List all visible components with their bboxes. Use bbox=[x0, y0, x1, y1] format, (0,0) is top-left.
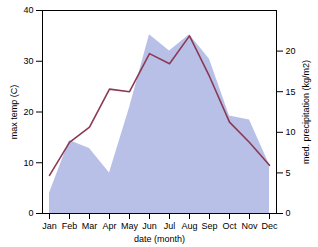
svg-text:10: 10 bbox=[23, 158, 33, 168]
svg-text:Dec: Dec bbox=[261, 221, 278, 231]
svg-text:40: 40 bbox=[23, 5, 33, 15]
svg-text:20: 20 bbox=[286, 46, 296, 56]
svg-text:10: 10 bbox=[286, 127, 296, 137]
svg-text:Jun: Jun bbox=[142, 221, 157, 231]
svg-text:Nov: Nov bbox=[241, 221, 258, 231]
svg-text:Jul: Jul bbox=[164, 221, 176, 231]
svg-text:Apr: Apr bbox=[102, 221, 116, 231]
svg-text:30: 30 bbox=[23, 56, 33, 66]
svg-text:date (month): date (month) bbox=[134, 234, 185, 244]
svg-text:Aug: Aug bbox=[181, 221, 197, 231]
svg-text:Oct: Oct bbox=[222, 221, 237, 231]
svg-text:Jan: Jan bbox=[42, 221, 57, 231]
svg-text:max temp (C): max temp (C) bbox=[9, 85, 19, 140]
svg-text:Sep: Sep bbox=[201, 221, 217, 231]
svg-text:May: May bbox=[121, 221, 139, 231]
svg-text:0: 0 bbox=[286, 208, 291, 218]
svg-text:5: 5 bbox=[286, 168, 291, 178]
svg-text:med. precipitation (kg/m2): med. precipitation (kg/m2) bbox=[301, 60, 311, 164]
svg-text:Feb: Feb bbox=[62, 221, 78, 231]
svg-text:20: 20 bbox=[23, 107, 33, 117]
svg-text:15: 15 bbox=[286, 87, 296, 97]
svg-text:Mar: Mar bbox=[82, 221, 98, 231]
svg-text:0: 0 bbox=[28, 208, 33, 218]
